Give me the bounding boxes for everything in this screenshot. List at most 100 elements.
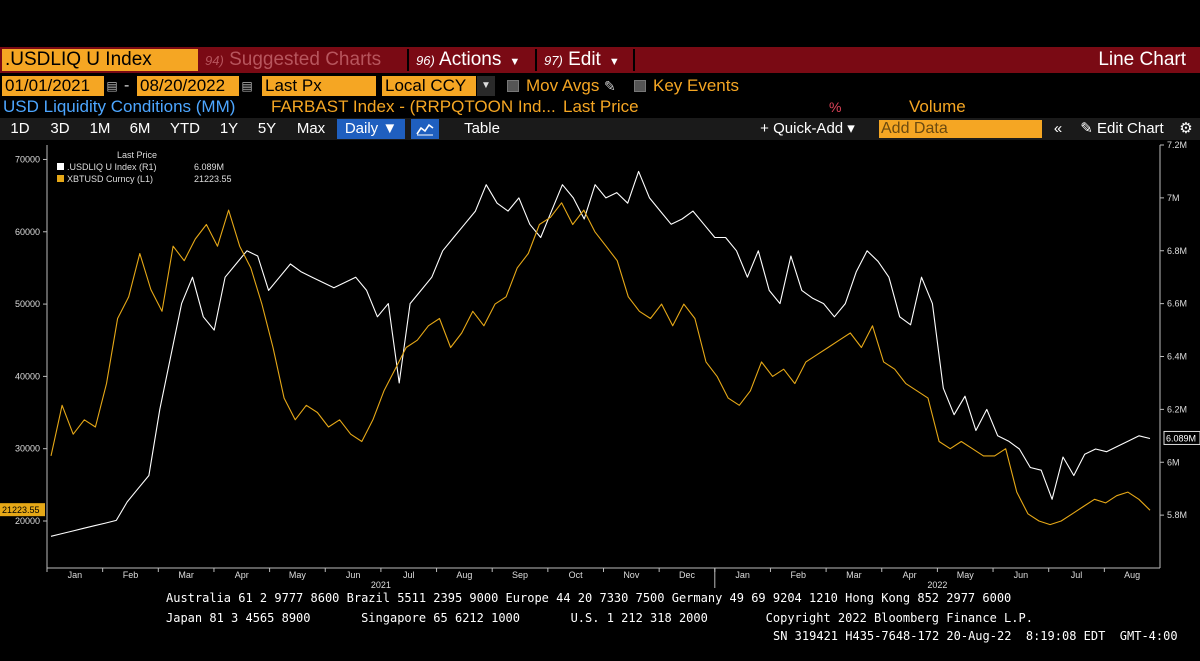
legend-series-value: 6.089M	[194, 162, 224, 172]
x-tick-label: Feb	[791, 570, 807, 580]
chart-axes: 20000 30000 40000 50000 60000 70000 5.8M 6M 6.2M…	[0, 140, 1200, 590]
header-divider	[633, 49, 635, 71]
year-label: 2021	[371, 580, 391, 590]
right-last-value-box	[1163, 430, 1200, 445]
x-tick-label: Mar	[846, 570, 862, 580]
suggested-charts-number: 94)	[205, 53, 224, 68]
x-tick-label: May	[957, 570, 975, 580]
pencil-icon: ✎	[1080, 120, 1093, 137]
edit-button[interactable]: 97) Edit ▼	[540, 49, 632, 71]
add-data-input[interactable]: Add Data	[879, 120, 1042, 138]
chevron-down-icon: ▼	[608, 56, 620, 68]
left-last-value-label: 21223.55	[2, 505, 40, 515]
calendar-icon[interactable]: ▤	[106, 79, 118, 93]
x-tick-label: Mar	[178, 570, 194, 580]
usdliq-series-line	[50, 170, 1151, 537]
xbtusd-series-line	[50, 202, 1151, 526]
x-tick-label: Jun	[346, 570, 361, 580]
key-events-checkbox[interactable]	[634, 80, 646, 92]
series2-title[interactable]: FARBAST Index - (RRPQTOON Ind...	[271, 97, 556, 116]
left-tick-label: 20000	[15, 516, 40, 526]
range-toolbar: 1D 3D 1M 6M YTD 1Y 5Y Max Daily ▼ Table …	[0, 118, 1200, 140]
edit-chart-button[interactable]: ✎ Edit Chart	[1073, 119, 1171, 139]
left-tick-label: 70000	[15, 154, 40, 164]
legend-title: Last Price	[117, 150, 157, 160]
frequency-dropdown[interactable]: Daily ▼	[337, 119, 405, 139]
left-tick-label: 60000	[15, 227, 40, 237]
x-tick-label: Dec	[679, 570, 696, 580]
edit-number: 97)	[544, 53, 563, 68]
range-1m-button[interactable]: 1M	[89, 120, 111, 137]
suggested-charts-label: Suggested Charts	[229, 49, 382, 70]
right-tick-label: 5.8M	[1167, 510, 1187, 520]
currency-select[interactable]: Local CCY	[382, 76, 476, 96]
series-legend-row: USD Liquidity Conditions (MM) FARBAST In…	[0, 97, 1200, 117]
chart-legend: Last Price .USDLIQ U Index (R1) 6.089M XBTU…	[57, 150, 232, 184]
edit-chart-label: Edit Chart	[1097, 120, 1164, 137]
header-divider	[407, 49, 409, 71]
price-field-select[interactable]: Last Px	[262, 76, 376, 96]
footer-contacts-line1: Australia 61 2 9777 8600 Brazil 5511 239…	[166, 591, 1012, 605]
footer-contacts-line2: Japan 81 3 4565 8900 Singapore 65 6212 1…	[166, 611, 1033, 625]
legend-swatch	[57, 175, 64, 182]
range-6m-button[interactable]: 6M	[129, 120, 151, 137]
volume-label: Volume	[909, 97, 966, 116]
quick-add-button[interactable]: + Quick-Add ▾	[760, 120, 855, 137]
x-tick-label: Jan	[68, 570, 83, 580]
x-tick-label: Jan	[735, 570, 750, 580]
percent-label: %	[829, 99, 842, 115]
x-tick-label: Aug	[1124, 570, 1140, 580]
left-tick-label: 30000	[15, 444, 40, 454]
range-ytd-button[interactable]: YTD	[170, 120, 200, 137]
mov-avgs-checkbox[interactable]	[507, 80, 519, 92]
range-max-button[interactable]: Max	[296, 120, 326, 137]
x-tick-label: Apr	[903, 570, 917, 580]
legend-series-value: 21223.55	[194, 174, 232, 184]
legend-series-name: XBTUSD Curncy (L1)	[67, 174, 153, 184]
x-tick-label: Jun	[1014, 570, 1029, 580]
suggested-charts-button[interactable]: 94) Suggested Charts	[201, 49, 406, 71]
range-3d-button[interactable]: 3D	[50, 120, 70, 137]
header-divider	[535, 49, 537, 71]
x-tick-label: Jul	[403, 570, 415, 580]
x-tick-label: Oct	[569, 570, 584, 580]
mov-avgs-label: Mov Avgs	[526, 76, 600, 95]
range-1y-button[interactable]: 1Y	[219, 120, 239, 137]
right-tick-label: 6.6M	[1167, 299, 1187, 309]
footer-session-info: SN 319421 H435-7648-172 20-Aug-22 8:19:0…	[773, 629, 1178, 643]
pencil-icon[interactable]: ✎	[604, 78, 616, 94]
line-chart-icon[interactable]	[411, 119, 439, 139]
right-tick-label: 7M	[1167, 193, 1180, 203]
actions-number: 96)	[416, 53, 435, 68]
x-tick-label: Sep	[512, 570, 528, 580]
end-date-field[interactable]: 08/20/2022	[137, 76, 239, 96]
start-date-field[interactable]: 01/01/2021	[2, 76, 104, 96]
chevron-down-icon[interactable]: ▼	[477, 76, 495, 96]
left-tick-label: 40000	[15, 371, 40, 381]
chart-type-title: Line Chart	[1098, 49, 1186, 70]
edit-label: Edit	[568, 49, 601, 70]
legend-swatch	[57, 163, 64, 170]
date-separator: -	[124, 77, 130, 94]
x-tick-label: Apr	[235, 570, 249, 580]
x-tick-label: Feb	[123, 570, 139, 580]
range-1d-button[interactable]: 1D	[10, 120, 30, 137]
gear-icon[interactable]: ⚙	[1179, 120, 1193, 137]
header-bar: .USDLIQ U Index 94) Suggested Charts 96)…	[0, 47, 1200, 73]
ticker-field[interactable]: .USDLIQ U Index	[2, 49, 198, 71]
year-label: 2022	[927, 580, 947, 590]
left-last-value-box	[0, 503, 45, 517]
x-tick-label: Nov	[623, 570, 640, 580]
right-last-value-label: 6.089M	[1166, 433, 1196, 443]
calendar-icon[interactable]: ▤	[241, 79, 253, 93]
range-5y-button[interactable]: 5Y	[257, 120, 277, 137]
x-tick-label: May	[289, 570, 307, 580]
key-events-label: Key Events	[653, 76, 739, 95]
actions-button[interactable]: 96) Actions ▼	[412, 49, 534, 71]
left-tick-label: 50000	[15, 299, 40, 309]
chevron-down-icon: ▼	[509, 56, 521, 68]
series1-title[interactable]: USD Liquidity Conditions (MM)	[3, 97, 236, 116]
collapse-icon[interactable]: «	[1053, 120, 1063, 137]
table-button[interactable]: Table	[464, 120, 500, 137]
line-chart: 20000 30000 40000 50000 60000 70000 5.8M 6M 6.2M…	[0, 140, 1200, 590]
